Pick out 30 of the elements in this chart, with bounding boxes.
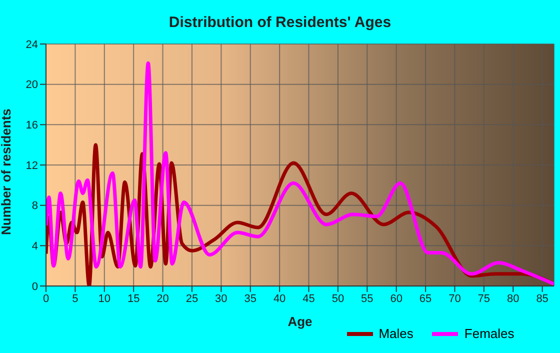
x-tick-label: 65 <box>419 292 432 305</box>
x-tick-label: 50 <box>332 292 344 305</box>
x-tick-label: 45 <box>302 292 315 305</box>
x-tick-label: 40 <box>273 292 286 305</box>
x-tick-label: 60 <box>390 292 402 305</box>
y-tick-label: 12 <box>26 160 38 172</box>
x-tick-label: 85 <box>536 292 548 305</box>
y-tick-label: 0 <box>32 280 38 293</box>
x-tick-label: 5 <box>72 292 78 305</box>
y-tick-label: 8 <box>32 200 38 212</box>
x-tick-label: 70 <box>448 292 461 305</box>
x-tick-label: 35 <box>244 292 256 305</box>
x-tick-label: 80 <box>507 292 520 305</box>
legend-label: Females <box>464 326 514 341</box>
x-tick-label: 15 <box>127 292 140 305</box>
y-tick-label: 20 <box>26 79 38 92</box>
legend-label: Males <box>378 326 414 341</box>
x-tick-label: 0 <box>42 292 50 305</box>
y-tick-label: 24 <box>26 38 38 51</box>
y-axis-title: Number of residents <box>0 108 14 235</box>
x-tick-label: 20 <box>156 292 169 305</box>
x-tick-label: 10 <box>98 292 111 305</box>
y-tick-label: 16 <box>26 120 38 132</box>
x-tick-label: 30 <box>215 292 228 305</box>
x-axis-title: Age <box>288 314 312 329</box>
y-tick-label: 4 <box>32 240 38 253</box>
x-tick-label: 25 <box>186 292 198 305</box>
chart-title: Distribution of Residents' Ages <box>168 13 392 33</box>
x-tick-label: 55 <box>361 292 374 305</box>
x-tick-label: 75 <box>478 292 490 305</box>
